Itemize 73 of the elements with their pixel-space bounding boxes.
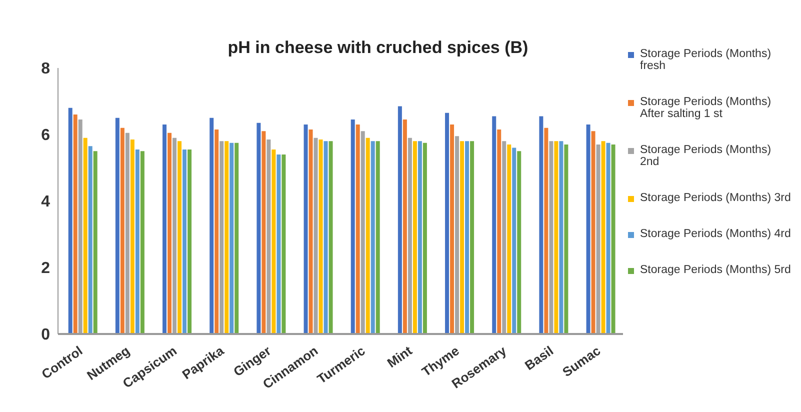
- bar: [412, 141, 417, 334]
- bar: [544, 128, 548, 334]
- bar: [304, 124, 308, 334]
- bar: [539, 116, 544, 334]
- bar: [422, 142, 427, 334]
- bar: [601, 141, 606, 334]
- bar: [88, 146, 92, 334]
- bar: [162, 124, 167, 334]
- y-tick-label: 2: [41, 260, 50, 278]
- bar: [272, 149, 276, 334]
- bar: [234, 142, 239, 334]
- bar: [366, 138, 370, 334]
- bar: [376, 141, 380, 334]
- bar: [370, 141, 375, 334]
- y-tick-label: 8: [41, 60, 50, 78]
- bar: [214, 130, 219, 334]
- bar: [465, 141, 470, 334]
- bar: [402, 120, 407, 334]
- bar: [450, 124, 454, 334]
- legend-label: Storage Periods (Months) After salting 1 st: [640, 96, 772, 120]
- bar: [564, 144, 568, 334]
- y-tick-label: 6: [41, 127, 50, 144]
- chart-title: pH in cheese with cruched spices (B): [226, 38, 530, 58]
- bar: [517, 151, 522, 334]
- bar: [130, 139, 134, 334]
- bar: [512, 148, 516, 334]
- bar: [591, 131, 596, 334]
- bar: [120, 128, 124, 334]
- bar: [230, 142, 234, 334]
- bar: [73, 114, 78, 334]
- y-tick-label: 4: [41, 194, 50, 211]
- legend-label: Storage Periods (Months) fresh: [640, 48, 772, 72]
- legend-label: Storage Periods (Months) 5rd: [640, 264, 791, 276]
- bar: [497, 130, 502, 334]
- bar: [282, 154, 286, 334]
- bar: [182, 149, 187, 334]
- bar: [328, 141, 333, 334]
- bar: [262, 131, 266, 334]
- bar: [256, 122, 261, 334]
- bar: [224, 141, 229, 334]
- legend-label: Storage Periods (Months) 2nd: [640, 144, 772, 168]
- bar: [445, 112, 450, 334]
- legend-label: Storage Periods (Months) 3rd: [640, 192, 791, 204]
- bar: [418, 141, 422, 334]
- bar: [586, 124, 590, 334]
- bar: [356, 124, 360, 334]
- bar: [308, 130, 313, 334]
- bar: [83, 138, 88, 334]
- x-tick-label: Mint: [384, 342, 416, 371]
- bar: [350, 120, 355, 334]
- bar: [135, 149, 140, 334]
- bar: [140, 151, 144, 334]
- bar: [611, 144, 616, 334]
- bar: [115, 118, 120, 334]
- bar: [318, 139, 323, 334]
- bar: [276, 154, 281, 334]
- bar: [559, 141, 564, 334]
- bar: [210, 118, 214, 334]
- bar: [492, 116, 496, 334]
- bar: [93, 151, 98, 334]
- legend-label: Storage Periods (Months) 4rd: [640, 228, 791, 240]
- bar: [398, 106, 402, 334]
- bar: [507, 144, 512, 334]
- bar: [470, 141, 474, 334]
- bar: [606, 142, 610, 334]
- bar: [168, 132, 172, 334]
- bar: [324, 141, 328, 334]
- bar: [68, 108, 72, 334]
- bar: [460, 141, 464, 334]
- bar: [178, 141, 182, 334]
- bar: [188, 149, 192, 334]
- y-tick-label: 0: [41, 326, 50, 344]
- bar: [554, 141, 558, 334]
